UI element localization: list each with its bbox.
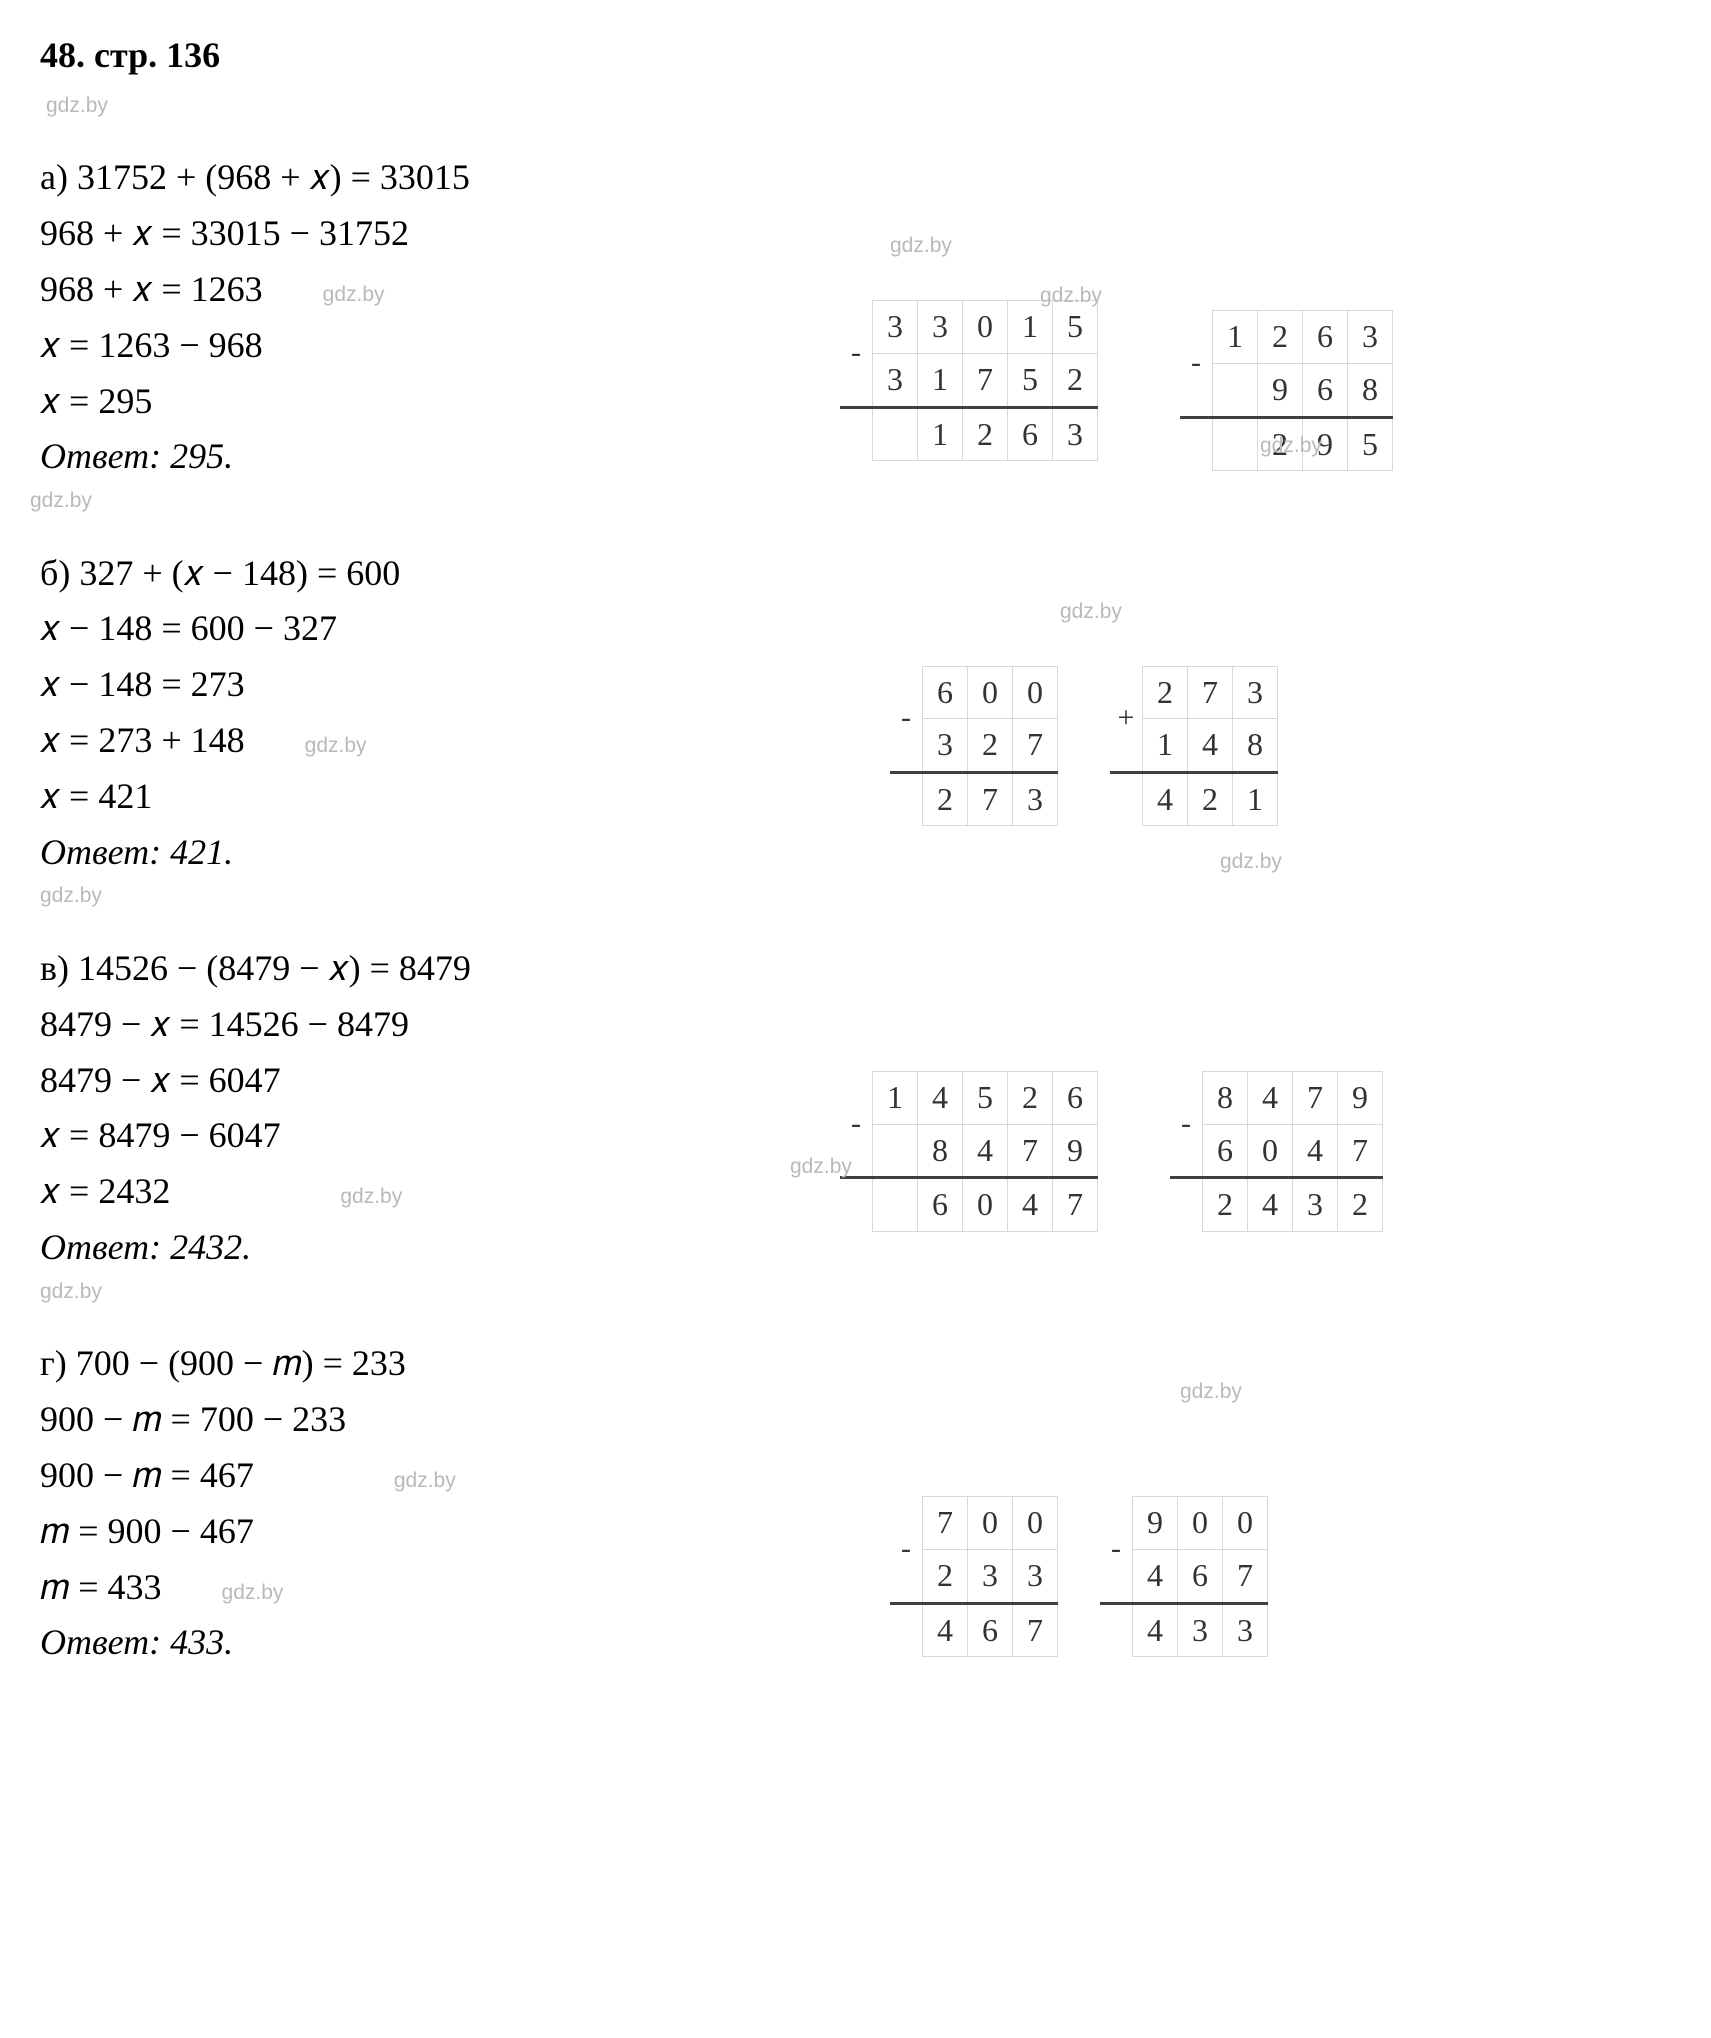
line: 968 + 𝑥 = 1263gdz.by	[40, 262, 800, 318]
watermark: gdz.by	[1040, 280, 1102, 313]
block-b: б) 327 + (𝑥 − 148) = 600 𝑥 − 148 = 600 −…	[40, 546, 1671, 913]
line: 900 − 𝑚 = 700 − 233	[40, 1392, 800, 1448]
line: 𝑥 = 295	[40, 374, 800, 430]
calc-area-b: -600327273+273148421gdz.bygdz.by	[800, 546, 1671, 806]
watermark: gdz.by	[890, 230, 952, 263]
block-g: г) 700 − (900 − 𝑚) = 233 900 − 𝑚 = 700 −…	[40, 1336, 1671, 1671]
watermark: gdz.by	[790, 1151, 852, 1184]
watermark: gdz.by	[1220, 846, 1282, 879]
line: 𝑥 = 2432gdz.by	[40, 1164, 800, 1220]
answer: Ответ: 433.	[40, 1615, 800, 1671]
line: 900 − 𝑚 = 467gdz.by	[40, 1448, 800, 1504]
answer: Ответ: 2432.	[40, 1220, 800, 1276]
column-arithmetic: -700233467	[890, 1496, 1058, 1657]
calc-area-g: -700233467-900467433gdz.by	[800, 1336, 1671, 1596]
watermark: gdz.by	[1260, 430, 1322, 463]
calc-area-a: -33015317521263-1263968295gdz.bygdz.bygd…	[800, 150, 1671, 410]
answer: Ответ: 421.	[40, 825, 800, 881]
line: 𝑥 = 8479 − 6047	[40, 1108, 800, 1164]
column-arithmetic: -1452684796047	[840, 1071, 1098, 1232]
line: 𝑥 − 148 = 600 − 327	[40, 601, 800, 657]
line: г) 700 − (900 − 𝑚) = 233	[40, 1336, 800, 1392]
page-title: 48. стр. 136	[40, 28, 1671, 84]
line: 8479 − 𝑥 = 6047	[40, 1053, 800, 1109]
watermark: gdz.by	[46, 90, 1671, 123]
line: а) 31752 + (968 + 𝑥) = 33015	[40, 150, 800, 206]
watermark: gdz.by	[1060, 596, 1122, 629]
column-arithmetic: -600327273	[890, 666, 1058, 827]
watermark: gdz.by	[1180, 1376, 1242, 1409]
line: 𝑥 = 421	[40, 769, 800, 825]
column-arithmetic: -847960472432	[1170, 1071, 1383, 1232]
line: 𝑥 − 148 = 273	[40, 657, 800, 713]
block-a: а) 31752 + (968 + 𝑥) = 33015 968 + 𝑥 = 3…	[40, 150, 1671, 485]
column-arithmetic: +273148421	[1110, 666, 1278, 827]
line: 968 + 𝑥 = 33015 − 31752	[40, 206, 800, 262]
line: 𝑥 = 1263 − 968	[40, 318, 800, 374]
line: 𝑚 = 433gdz.by	[40, 1560, 800, 1616]
watermark: gdz.by	[30, 485, 1671, 518]
line: 𝑥 = 273 + 148gdz.by	[40, 713, 800, 769]
calc-area-v: -1452684796047-847960472432gdz.by	[800, 941, 1671, 1201]
line: 𝑚 = 900 − 467	[40, 1504, 800, 1560]
answer: Ответ: 295.	[40, 429, 800, 485]
line: 8479 − 𝑥 = 14526 − 8479	[40, 997, 800, 1053]
block-v: в) 14526 − (8479 − 𝑥) = 8479 8479 − 𝑥 = …	[40, 941, 1671, 1308]
line: б) 327 + (𝑥 − 148) = 600	[40, 546, 800, 602]
watermark: gdz.by	[40, 1276, 800, 1309]
column-arithmetic: -900467433	[1100, 1496, 1268, 1657]
watermark: gdz.by	[40, 880, 800, 913]
column-arithmetic: -33015317521263	[840, 300, 1098, 461]
line: в) 14526 − (8479 − 𝑥) = 8479	[40, 941, 800, 997]
